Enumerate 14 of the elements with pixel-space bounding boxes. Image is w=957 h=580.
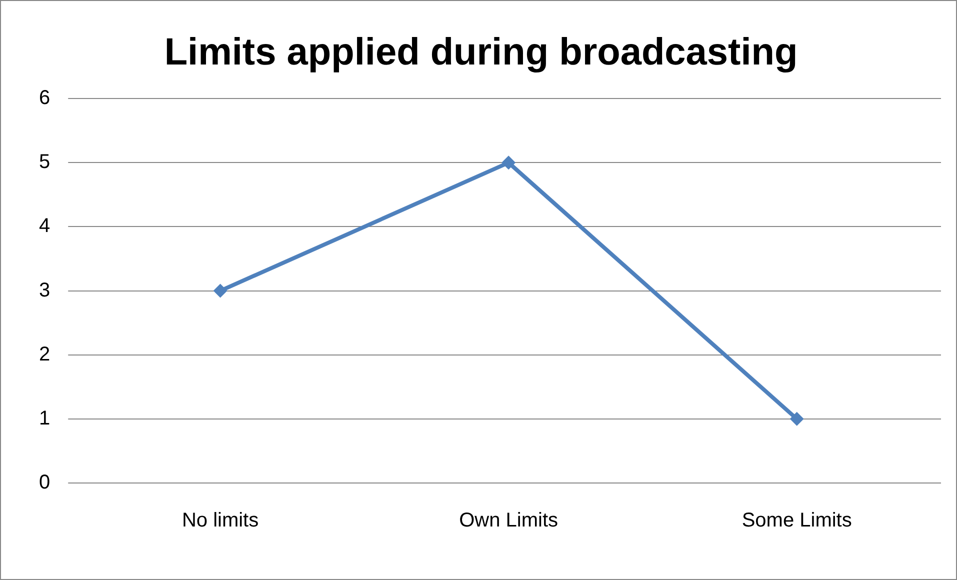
y-tick-label: 6 — [39, 87, 50, 110]
y-tick-label: 2 — [39, 343, 50, 366]
point — [502, 156, 516, 170]
y-tick-label: 0 — [39, 472, 50, 494]
x-tick-label: No limits — [182, 510, 259, 532]
y-tick-label: 5 — [39, 151, 50, 174]
y-tick-label: 3 — [39, 279, 50, 302]
x-tick-label: Own Limits — [459, 510, 558, 532]
y-tick-label: 1 — [39, 407, 50, 430]
y-tick-label: 4 — [39, 215, 50, 238]
point — [790, 412, 804, 426]
point — [213, 284, 228, 298]
x-tick-label: Some Limits — [742, 510, 852, 532]
chart-title: Limits applied during broadcasting — [164, 31, 798, 74]
